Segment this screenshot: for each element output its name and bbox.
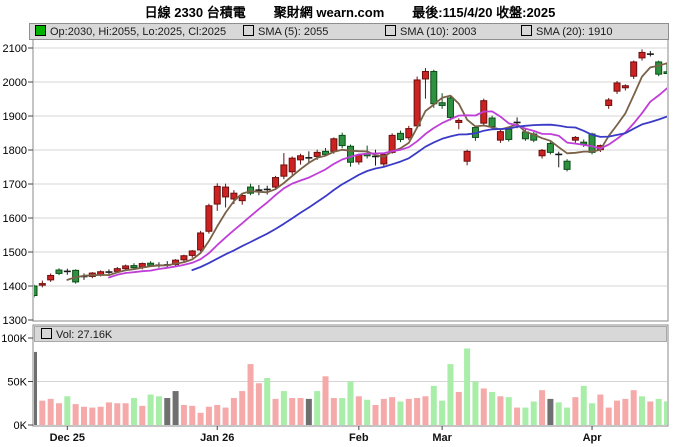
svg-text:1900: 1900 xyxy=(3,111,27,123)
svg-text:1300: 1300 xyxy=(3,315,27,327)
svg-text:0K: 0K xyxy=(14,420,28,432)
sma10-legend-label: SMA (10): 2003 xyxy=(400,26,477,38)
ohlc-legend-swatch xyxy=(35,25,46,36)
sma5-legend-swatch xyxy=(243,25,254,36)
volume-legend-swatch xyxy=(41,328,52,339)
svg-text:Apr: Apr xyxy=(583,432,603,444)
volume-legend-bar: Vol: 27.16K xyxy=(34,326,667,342)
volume-legend-item: Vol: 27.16K xyxy=(41,328,112,341)
svg-text:2000: 2000 xyxy=(3,77,27,89)
svg-text:1700: 1700 xyxy=(3,179,27,191)
svg-text:1500: 1500 xyxy=(3,247,27,259)
svg-text:Dec 25: Dec 25 xyxy=(50,432,85,444)
svg-text:50K: 50K xyxy=(7,377,27,389)
sma10-legend-item: SMA (10): 2003 xyxy=(385,25,476,38)
sma20-legend-item: SMA (20): 1910 xyxy=(521,25,612,38)
sma5-legend-label: SMA (5): 2055 xyxy=(258,26,329,38)
volume-legend-label: Vol: 27.16K xyxy=(56,329,113,341)
svg-text:1400: 1400 xyxy=(3,281,27,293)
sma20-legend-swatch xyxy=(521,25,532,36)
sma20-legend-label: SMA (20): 1910 xyxy=(536,26,613,38)
site-name: 聚財網 wearn.com xyxy=(273,5,385,20)
ohlc-legend-item: Op:2030, Hi:2055, Lo:2025, Cl:2025 xyxy=(35,25,226,38)
ohlc-legend-label: Op:2030, Hi:2055, Lo:2025, Cl:2025 xyxy=(50,26,227,38)
chart-header: 日線 2330 台積電 聚財網 wearn.com 最後:115/4/20 收盤:2… xyxy=(0,2,700,21)
svg-text:2100: 2100 xyxy=(3,43,27,55)
svg-text:1800: 1800 xyxy=(3,145,27,157)
chart-title: 日線 2330 台積電 xyxy=(144,5,246,20)
last-quote-info: 最後:115/4/20 收盤:2025 xyxy=(412,5,556,20)
svg-text:1600: 1600 xyxy=(3,213,27,225)
sma5-legend-item: SMA (5): 2055 xyxy=(243,25,328,38)
svg-text:Jan 26: Jan 26 xyxy=(200,432,234,444)
svg-text:Mar: Mar xyxy=(432,432,452,444)
sma10-legend-swatch xyxy=(385,25,396,36)
svg-text:100K: 100K xyxy=(1,333,27,345)
svg-text:Feb: Feb xyxy=(349,432,369,444)
price-legend-bar: Op:2030, Hi:2055, Lo:2025, Cl:2025 SMA (… xyxy=(29,23,669,40)
